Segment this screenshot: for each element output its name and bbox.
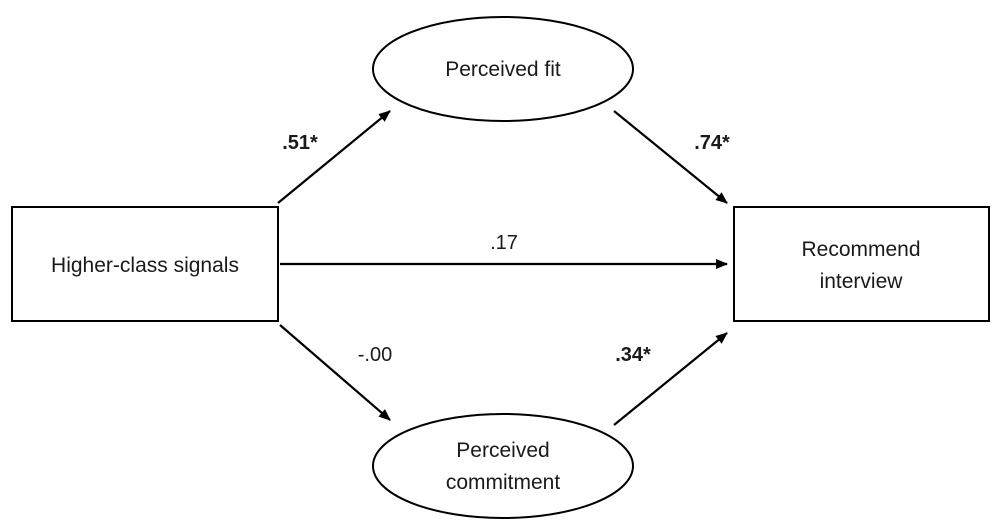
node-higher-class-signals-label: Higher-class signals [51,254,239,277]
node-perceived-commitment [372,413,634,519]
edge-fit-to-recommend [613,110,728,204]
coef-higher-to-commitment: -.00 [358,344,392,366]
coef-commitment-to-recommend: .34* [615,344,651,366]
coef-fit-to-recommend: .74* [694,132,730,154]
node-perceived-commitment-label-line2: commitment [446,471,561,494]
edge-higher-to-commitment [279,324,391,421]
node-perceived-fit [372,16,634,122]
node-recommend-interview-label-line1: Recommend [801,238,920,261]
node-perceived-fit-label: Perceived fit [445,58,561,81]
edge-higher-to-fit [277,110,391,204]
node-perceived-commitment-label-line1: Perceived [456,439,549,462]
node-higher-class-signals [11,206,279,322]
coef-higher-to-fit: .51* [282,132,318,154]
node-recommend-interview-label-line2: interview [820,270,904,293]
edge-commitment-to-recommend [613,332,728,426]
coef-higher-to-recommend: .17 [490,232,518,254]
node-recommend-interview [733,206,990,322]
